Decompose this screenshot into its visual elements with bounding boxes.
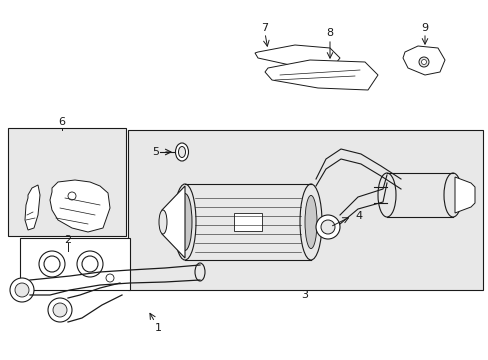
Polygon shape [254, 45, 339, 68]
Circle shape [48, 298, 72, 322]
Ellipse shape [443, 173, 461, 217]
Ellipse shape [178, 147, 185, 158]
Text: 1: 1 [154, 323, 161, 333]
Ellipse shape [159, 210, 167, 234]
Circle shape [320, 220, 334, 234]
Polygon shape [162, 186, 184, 258]
Polygon shape [264, 60, 377, 90]
Bar [128, 130, 482, 290]
Ellipse shape [178, 193, 192, 251]
Circle shape [53, 303, 67, 317]
Circle shape [106, 274, 114, 282]
Text: 9: 9 [421, 23, 427, 33]
Text: 4: 4 [354, 211, 362, 221]
Ellipse shape [377, 173, 395, 217]
Ellipse shape [174, 184, 196, 260]
Ellipse shape [175, 143, 188, 161]
Polygon shape [402, 46, 444, 75]
Ellipse shape [299, 184, 321, 260]
Ellipse shape [305, 195, 316, 249]
Circle shape [418, 57, 428, 67]
Text: 8: 8 [326, 28, 333, 38]
Polygon shape [454, 177, 474, 213]
Text: 2: 2 [64, 235, 71, 245]
Polygon shape [50, 180, 110, 232]
Circle shape [315, 215, 339, 239]
Bar [20, 238, 130, 290]
Circle shape [421, 59, 426, 64]
Bar [8, 128, 126, 236]
Text: 5: 5 [152, 147, 159, 157]
Text: 7: 7 [261, 23, 268, 33]
Polygon shape [25, 185, 40, 230]
Text: 3: 3 [301, 290, 308, 300]
Text: 6: 6 [59, 117, 65, 127]
Circle shape [15, 283, 29, 297]
Ellipse shape [195, 263, 204, 281]
Circle shape [10, 278, 34, 302]
Bar [234, 213, 262, 231]
